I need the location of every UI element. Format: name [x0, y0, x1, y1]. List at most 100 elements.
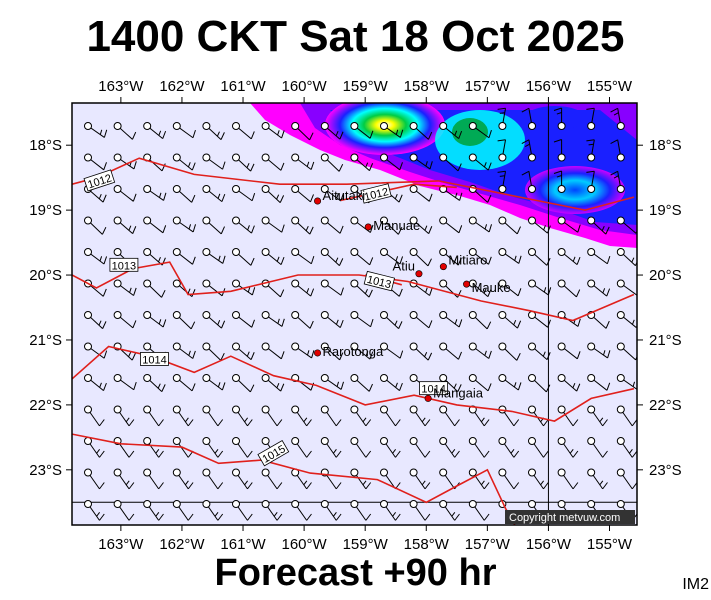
wind-barb: [557, 405, 579, 427]
place-aitutaki: Aitutaki: [314, 188, 365, 205]
copyright-box: Copyright metvuw.com: [505, 510, 635, 524]
wind-barb: [172, 500, 194, 521]
wind-barb: [84, 374, 107, 391]
wind-barb: [439, 468, 460, 490]
lat-label-left: 19°S: [29, 202, 62, 219]
wind-barb: [350, 122, 374, 139]
wind-barb: [84, 342, 108, 359]
wind-barb: [557, 468, 579, 490]
wind-barb: [498, 468, 520, 490]
lat-label-right: 18°S: [649, 137, 682, 154]
lon-label-top: 160°W: [282, 78, 328, 95]
wind-barb: [409, 437, 431, 458]
forecast-label: Forecast +90 hr: [214, 552, 497, 594]
wind-barb: [498, 374, 522, 391]
wind-barb: [143, 185, 167, 201]
lat-label-right: 22°S: [649, 397, 682, 414]
wind-barb: [616, 279, 637, 296]
wind-barb: [409, 216, 433, 234]
wind-barb: [261, 311, 285, 327]
wind-barb: [202, 500, 224, 521]
wind-barb: [202, 311, 226, 329]
wind-barb: [587, 216, 610, 235]
wind-barb: [143, 374, 166, 393]
wind-barb: [587, 342, 611, 359]
wind-barb: [143, 216, 167, 234]
place-mitiaro: Mitiaro: [439, 253, 487, 271]
wind-barb: [498, 216, 521, 235]
wind-barb: [528, 437, 549, 458]
wind-barb: [291, 216, 314, 235]
place-marker: [424, 394, 432, 402]
place-marker: [463, 280, 471, 288]
wind-barb: [232, 468, 253, 490]
wind-barb: [172, 311, 196, 330]
isobar-label: 1012: [360, 183, 392, 204]
wind-barb: [143, 405, 164, 427]
wind-barb: [586, 139, 596, 162]
wind-barb: [202, 153, 226, 170]
wind-barb: [232, 153, 255, 172]
wind-barb: [172, 216, 197, 233]
wind-barb: [320, 500, 342, 521]
wind-barb: [113, 122, 137, 140]
wind-barb: [113, 185, 137, 202]
wind-barb: [350, 153, 374, 171]
wind-barb: [468, 500, 490, 521]
wind-barb: [557, 279, 581, 298]
wind-barb: [232, 437, 253, 458]
wind-barb: [528, 468, 549, 490]
wind-barb: [84, 311, 107, 330]
svg-text:1014: 1014: [142, 354, 166, 366]
wind-barb: [84, 468, 105, 490]
wind-barb: [468, 437, 490, 458]
place-marker: [314, 197, 322, 205]
lon-label-bottom: 160°W: [282, 536, 328, 553]
wind-barb: [409, 468, 431, 490]
wind-barb: [320, 311, 344, 328]
place-atiu: Atiu: [393, 259, 423, 278]
wind-barb: [587, 437, 608, 458]
wind-barb: [498, 342, 521, 361]
wind-barb: [557, 216, 581, 233]
wind-barb: [172, 468, 194, 490]
wind-barb: [113, 311, 137, 329]
wind-barb: [261, 468, 283, 490]
wind-barb: [84, 153, 107, 171]
wind-barb: [291, 122, 314, 141]
wind-barb: [232, 342, 255, 360]
wind-barb: [202, 405, 224, 427]
wind-barb: [291, 468, 312, 490]
wind-barb: [380, 342, 404, 359]
wind-barb: [143, 248, 166, 266]
wind-barb: [84, 500, 105, 521]
wind-barb: [497, 139, 507, 162]
wind-barb: [380, 122, 404, 138]
wind-barb: [587, 405, 608, 427]
svg-text:1014: 1014: [421, 384, 445, 396]
wind-barb: [291, 311, 314, 329]
wind-barb: [497, 170, 507, 193]
wind-barb: [84, 216, 107, 235]
wind-barb: [350, 405, 372, 427]
wind-barb: [350, 437, 372, 458]
lon-label-top: 158°W: [404, 78, 450, 95]
lon-label-bottom: 157°W: [465, 536, 511, 553]
wind-barb: [439, 342, 462, 360]
wind-barb: [143, 122, 167, 139]
wind-barb: [291, 248, 315, 265]
wind-barb: [521, 139, 536, 162]
wind-barb: [320, 248, 344, 267]
wind-barb: [232, 279, 256, 296]
wind-barb: [468, 311, 492, 330]
wind-barb: [557, 342, 581, 360]
wind-barb: [380, 311, 403, 330]
wind-barb: [232, 216, 255, 234]
places: Aitutaki Manuae Mitiaro Atiu Mauke Rarotonga M…: [314, 188, 511, 402]
isobar-label: 1013: [109, 257, 139, 272]
wind-barb: [261, 374, 285, 392]
wind-barb: [557, 374, 581, 392]
wind-barb: [320, 185, 344, 202]
place-label: Rarotonga: [323, 344, 384, 359]
